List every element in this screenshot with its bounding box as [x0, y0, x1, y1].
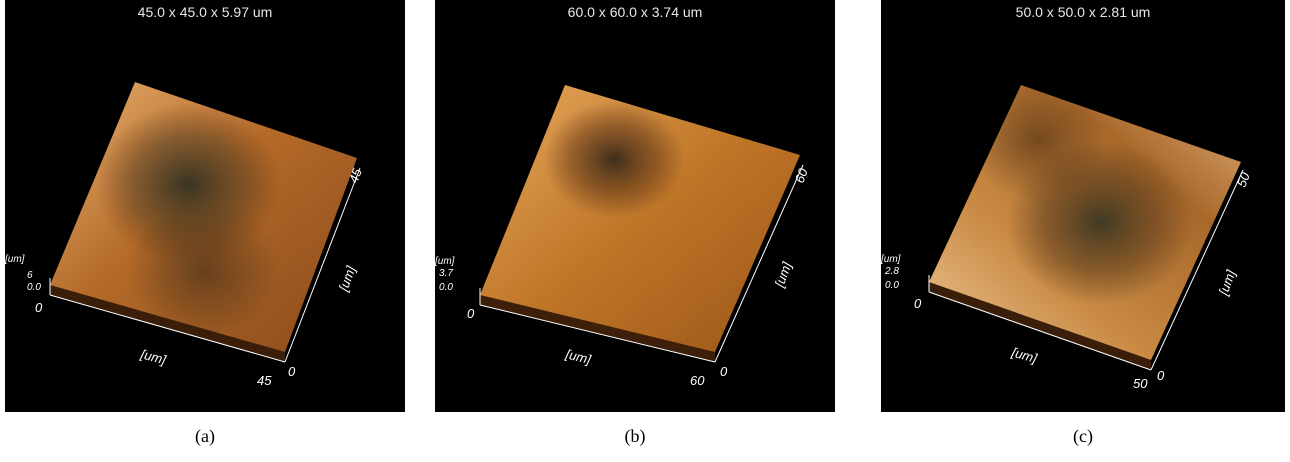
z-tick-max-a: 6	[27, 270, 33, 281]
surface-side-b	[480, 295, 715, 362]
y-tick-0-b: 0	[720, 364, 728, 379]
x-axis-label-b: [um]	[563, 346, 593, 367]
axes-c	[928, 169, 1244, 371]
z-tick-0-a: 0.0	[27, 282, 41, 293]
z-tick-max-b: 3.7	[439, 268, 453, 279]
y-tick-0-a: 0	[288, 364, 296, 379]
surface-side-c	[929, 282, 1151, 370]
y-tick-max-c: 50	[1234, 170, 1253, 189]
x-tick-max-b: 60	[690, 373, 705, 388]
z-axis-label-c: [um]	[881, 254, 901, 265]
caption-c: (c)	[1073, 426, 1093, 446]
z-axis-label-a: [um]	[5, 254, 25, 265]
z-tick-max-c: 2.8	[884, 266, 899, 277]
afm-panel-b: 60.0 x 60.0 x 3.74 um 0 60 0 60 [um]	[435, 0, 835, 412]
caption-b: (b)	[624, 426, 646, 446]
x-tick-max-a: 45	[257, 373, 272, 388]
y-tick-max-b: 60	[792, 166, 811, 185]
y-tick-0-c: 0	[1157, 368, 1165, 383]
y-axis-label-a: [um]	[335, 264, 358, 294]
afm-surface-b: 0 60 0 60 [um] [um] [um] 3.7 0.0	[435, 85, 811, 388]
afm-panel-c: 50.0 x 50.0 x 2.81 um	[881, 0, 1285, 412]
surface-side-a	[50, 285, 285, 362]
x-tick-0-c: 0	[914, 296, 922, 311]
surface-shade2-a	[50, 82, 357, 352]
z-axis-label-b: [um]	[435, 256, 455, 267]
x-axis-label-a: [um]	[138, 346, 168, 367]
afm-panel-a: 45.0 x 45.0 x 5.97 um	[5, 0, 405, 412]
x-tick-0-b: 0	[467, 306, 475, 321]
afm-surface-c: 0 50 0 50 [um] [um] [um] 2.8 0.0	[881, 85, 1253, 391]
z-tick-0-c: 0.0	[885, 280, 899, 291]
x-tick-max-c: 50	[1133, 376, 1148, 391]
y-tick-max-a: 45	[346, 166, 365, 185]
panel-c-header: 50.0 x 50.0 x 2.81 um	[1015, 4, 1151, 20]
caption-a: (a)	[195, 426, 215, 446]
x-axis-label-c: [um]	[1009, 344, 1039, 366]
x-tick-0-a: 0	[35, 300, 43, 315]
axes-a	[49, 167, 361, 363]
z-tick-0-b: 0.0	[439, 282, 453, 293]
afm-surface-a: 0 45 0 45 [um] [um] [um] 6 0.0	[5, 82, 365, 388]
y-axis-label-b: [um]	[771, 260, 794, 290]
panel-b-header: 60.0 x 60.0 x 3.74 um	[567, 4, 703, 20]
surface-shade-b	[480, 85, 800, 352]
panel-a-header: 45.0 x 45.0 x 5.97 um	[137, 4, 273, 20]
surface-shade2-c	[929, 85, 1241, 360]
axes-b	[479, 164, 804, 363]
y-axis-label-c: [um]	[1215, 268, 1238, 298]
